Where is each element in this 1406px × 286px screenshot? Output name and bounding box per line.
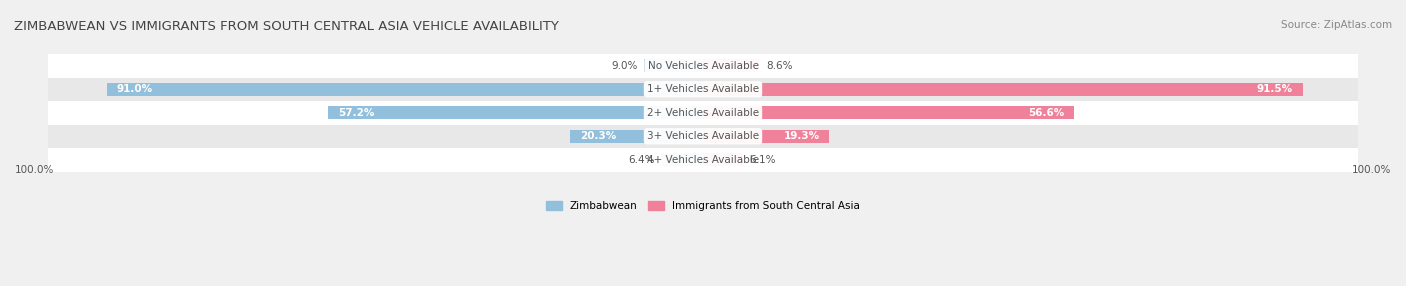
Text: 100.0%: 100.0% — [1351, 165, 1391, 175]
Text: 19.3%: 19.3% — [783, 131, 820, 141]
Text: 4+ Vehicles Available: 4+ Vehicles Available — [647, 155, 759, 165]
Text: Source: ZipAtlas.com: Source: ZipAtlas.com — [1281, 20, 1392, 30]
Bar — [107, 83, 703, 96]
Bar — [661, 153, 703, 166]
Text: 57.2%: 57.2% — [337, 108, 374, 118]
Text: 20.3%: 20.3% — [579, 131, 616, 141]
Bar — [328, 106, 703, 119]
Bar — [48, 78, 1358, 101]
Text: 8.6%: 8.6% — [766, 61, 793, 71]
Bar — [48, 148, 1358, 172]
Text: 6.1%: 6.1% — [749, 155, 776, 165]
Text: 9.0%: 9.0% — [612, 61, 637, 71]
Legend: Zimbabwean, Immigrants from South Central Asia: Zimbabwean, Immigrants from South Centra… — [541, 197, 865, 215]
Text: 56.6%: 56.6% — [1028, 108, 1064, 118]
Bar — [48, 54, 1358, 78]
Bar — [703, 153, 742, 166]
Text: 91.5%: 91.5% — [1257, 84, 1292, 94]
Text: 1+ Vehicles Available: 1+ Vehicles Available — [647, 84, 759, 94]
Bar — [48, 124, 1358, 148]
Bar — [703, 130, 830, 143]
Text: 100.0%: 100.0% — [15, 165, 55, 175]
Bar — [569, 130, 703, 143]
Text: 6.4%: 6.4% — [628, 155, 655, 165]
Bar — [703, 106, 1074, 119]
Text: No Vehicles Available: No Vehicles Available — [648, 61, 758, 71]
Bar — [644, 59, 703, 72]
Text: ZIMBABWEAN VS IMMIGRANTS FROM SOUTH CENTRAL ASIA VEHICLE AVAILABILITY: ZIMBABWEAN VS IMMIGRANTS FROM SOUTH CENT… — [14, 20, 560, 33]
Bar — [703, 59, 759, 72]
Text: 2+ Vehicles Available: 2+ Vehicles Available — [647, 108, 759, 118]
Text: 3+ Vehicles Available: 3+ Vehicles Available — [647, 131, 759, 141]
Text: 91.0%: 91.0% — [117, 84, 153, 94]
Bar — [48, 101, 1358, 124]
Bar — [703, 83, 1302, 96]
